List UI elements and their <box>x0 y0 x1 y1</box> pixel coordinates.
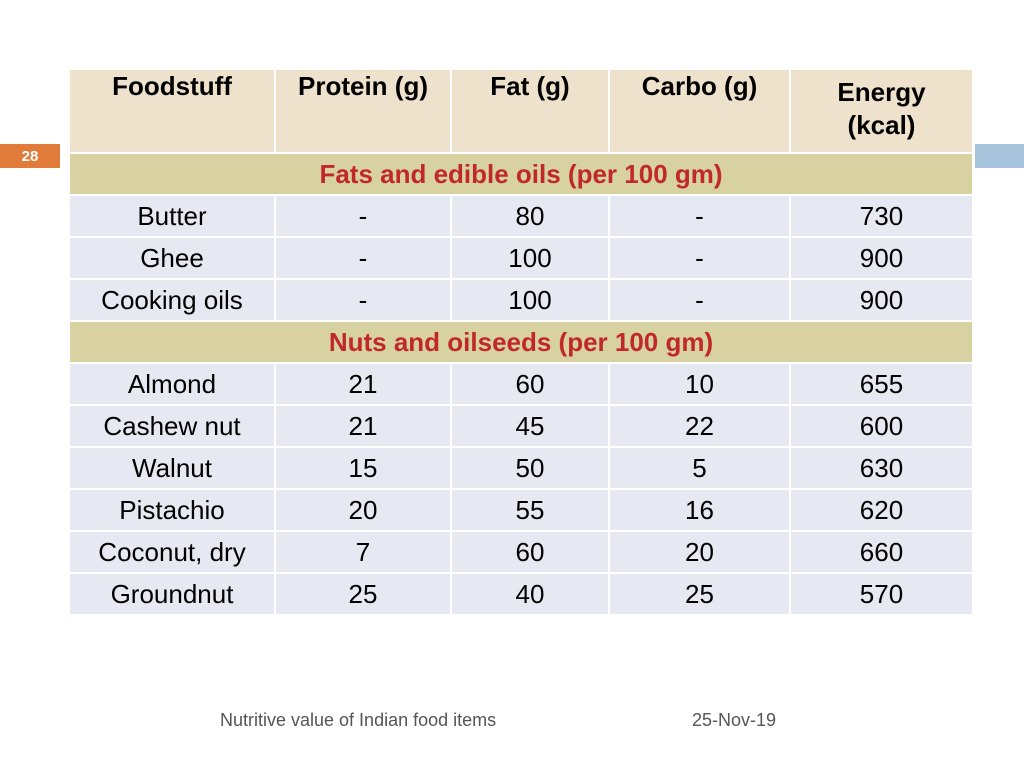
table-row: Groundnut 25 40 25 570 <box>68 572 974 616</box>
section-title: Nuts and oilseeds (per 100 gm) <box>68 320 974 364</box>
cell-protein: - <box>274 278 452 322</box>
nutrition-table: Foodstuff Protein (g) Fat (g) Carbo (g) … <box>68 68 974 616</box>
cell-energy: 570 <box>789 572 974 616</box>
cell-foodstuff: Ghee <box>68 236 276 280</box>
cell-fat: 40 <box>450 572 610 616</box>
cell-energy: 620 <box>789 488 974 532</box>
cell-carbo: - <box>608 236 791 280</box>
cell-carbo: 20 <box>608 530 791 574</box>
table-row: Ghee - 100 - 900 <box>68 236 974 280</box>
cell-protein: 21 <box>274 362 452 406</box>
table-row: Pistachio 20 55 16 620 <box>68 488 974 532</box>
cell-foodstuff: Almond <box>68 362 276 406</box>
cell-protein: 21 <box>274 404 452 448</box>
cell-fat: 100 <box>450 236 610 280</box>
cell-energy: 730 <box>789 194 974 238</box>
cell-energy: 655 <box>789 362 974 406</box>
cell-carbo: 16 <box>608 488 791 532</box>
cell-fat: 55 <box>450 488 610 532</box>
table-row: Butter - 80 - 730 <box>68 194 974 238</box>
footer-date: 25-Nov-19 <box>692 710 777 730</box>
cell-energy: 660 <box>789 530 974 574</box>
table-row: Walnut 15 50 5 630 <box>68 446 974 490</box>
cell-fat: 50 <box>450 446 610 490</box>
cell-foodstuff: Cooking oils <box>68 278 276 322</box>
cell-foodstuff: Cashew nut <box>68 404 276 448</box>
table-row: Almond 21 60 10 655 <box>68 362 974 406</box>
header-protein: Protein (g) <box>274 68 452 154</box>
cell-protein: - <box>274 194 452 238</box>
cell-fat: 60 <box>450 362 610 406</box>
cell-energy: 600 <box>789 404 974 448</box>
cell-energy: 630 <box>789 446 974 490</box>
table-header-row: Foodstuff Protein (g) Fat (g) Carbo (g) … <box>68 68 974 154</box>
cell-fat: 80 <box>450 194 610 238</box>
cell-carbo: 25 <box>608 572 791 616</box>
cell-fat: 45 <box>450 404 610 448</box>
cell-protein: 15 <box>274 446 452 490</box>
table-row: Coconut, dry 7 60 20 660 <box>68 530 974 574</box>
cell-protein: - <box>274 236 452 280</box>
cell-fat: 100 <box>450 278 610 322</box>
cell-fat: 60 <box>450 530 610 574</box>
table-row: Cooking oils - 100 - 900 <box>68 278 974 322</box>
cell-carbo: 22 <box>608 404 791 448</box>
header-foodstuff: Foodstuff <box>68 68 276 154</box>
cell-energy: 900 <box>789 236 974 280</box>
cell-energy: 900 <box>789 278 974 322</box>
cell-foodstuff: Walnut <box>68 446 276 490</box>
section-row-fats: Fats and edible oils (per 100 gm) <box>68 152 974 196</box>
cell-carbo: - <box>608 278 791 322</box>
header-fat: Fat (g) <box>450 68 610 154</box>
table-row: Cashew nut 21 45 22 600 <box>68 404 974 448</box>
cell-foodstuff: Groundnut <box>68 572 276 616</box>
footer-title: Nutritive value of Indian food items <box>220 710 497 730</box>
section-row-nuts: Nuts and oilseeds (per 100 gm) <box>68 320 974 364</box>
section-title: Fats and edible oils (per 100 gm) <box>68 152 974 196</box>
cell-carbo: - <box>608 194 791 238</box>
header-energy: Energy (kcal) <box>789 68 974 154</box>
cell-carbo: 10 <box>608 362 791 406</box>
cell-carbo: 5 <box>608 446 791 490</box>
cell-foodstuff: Coconut, dry <box>68 530 276 574</box>
header-carbo: Carbo (g) <box>608 68 791 154</box>
cell-protein: 20 <box>274 488 452 532</box>
decorative-bar <box>975 144 1024 168</box>
slide-number: 28 <box>0 144 60 168</box>
cell-foodstuff: Butter <box>68 194 276 238</box>
cell-protein: 7 <box>274 530 452 574</box>
cell-protein: 25 <box>274 572 452 616</box>
cell-foodstuff: Pistachio <box>68 488 276 532</box>
